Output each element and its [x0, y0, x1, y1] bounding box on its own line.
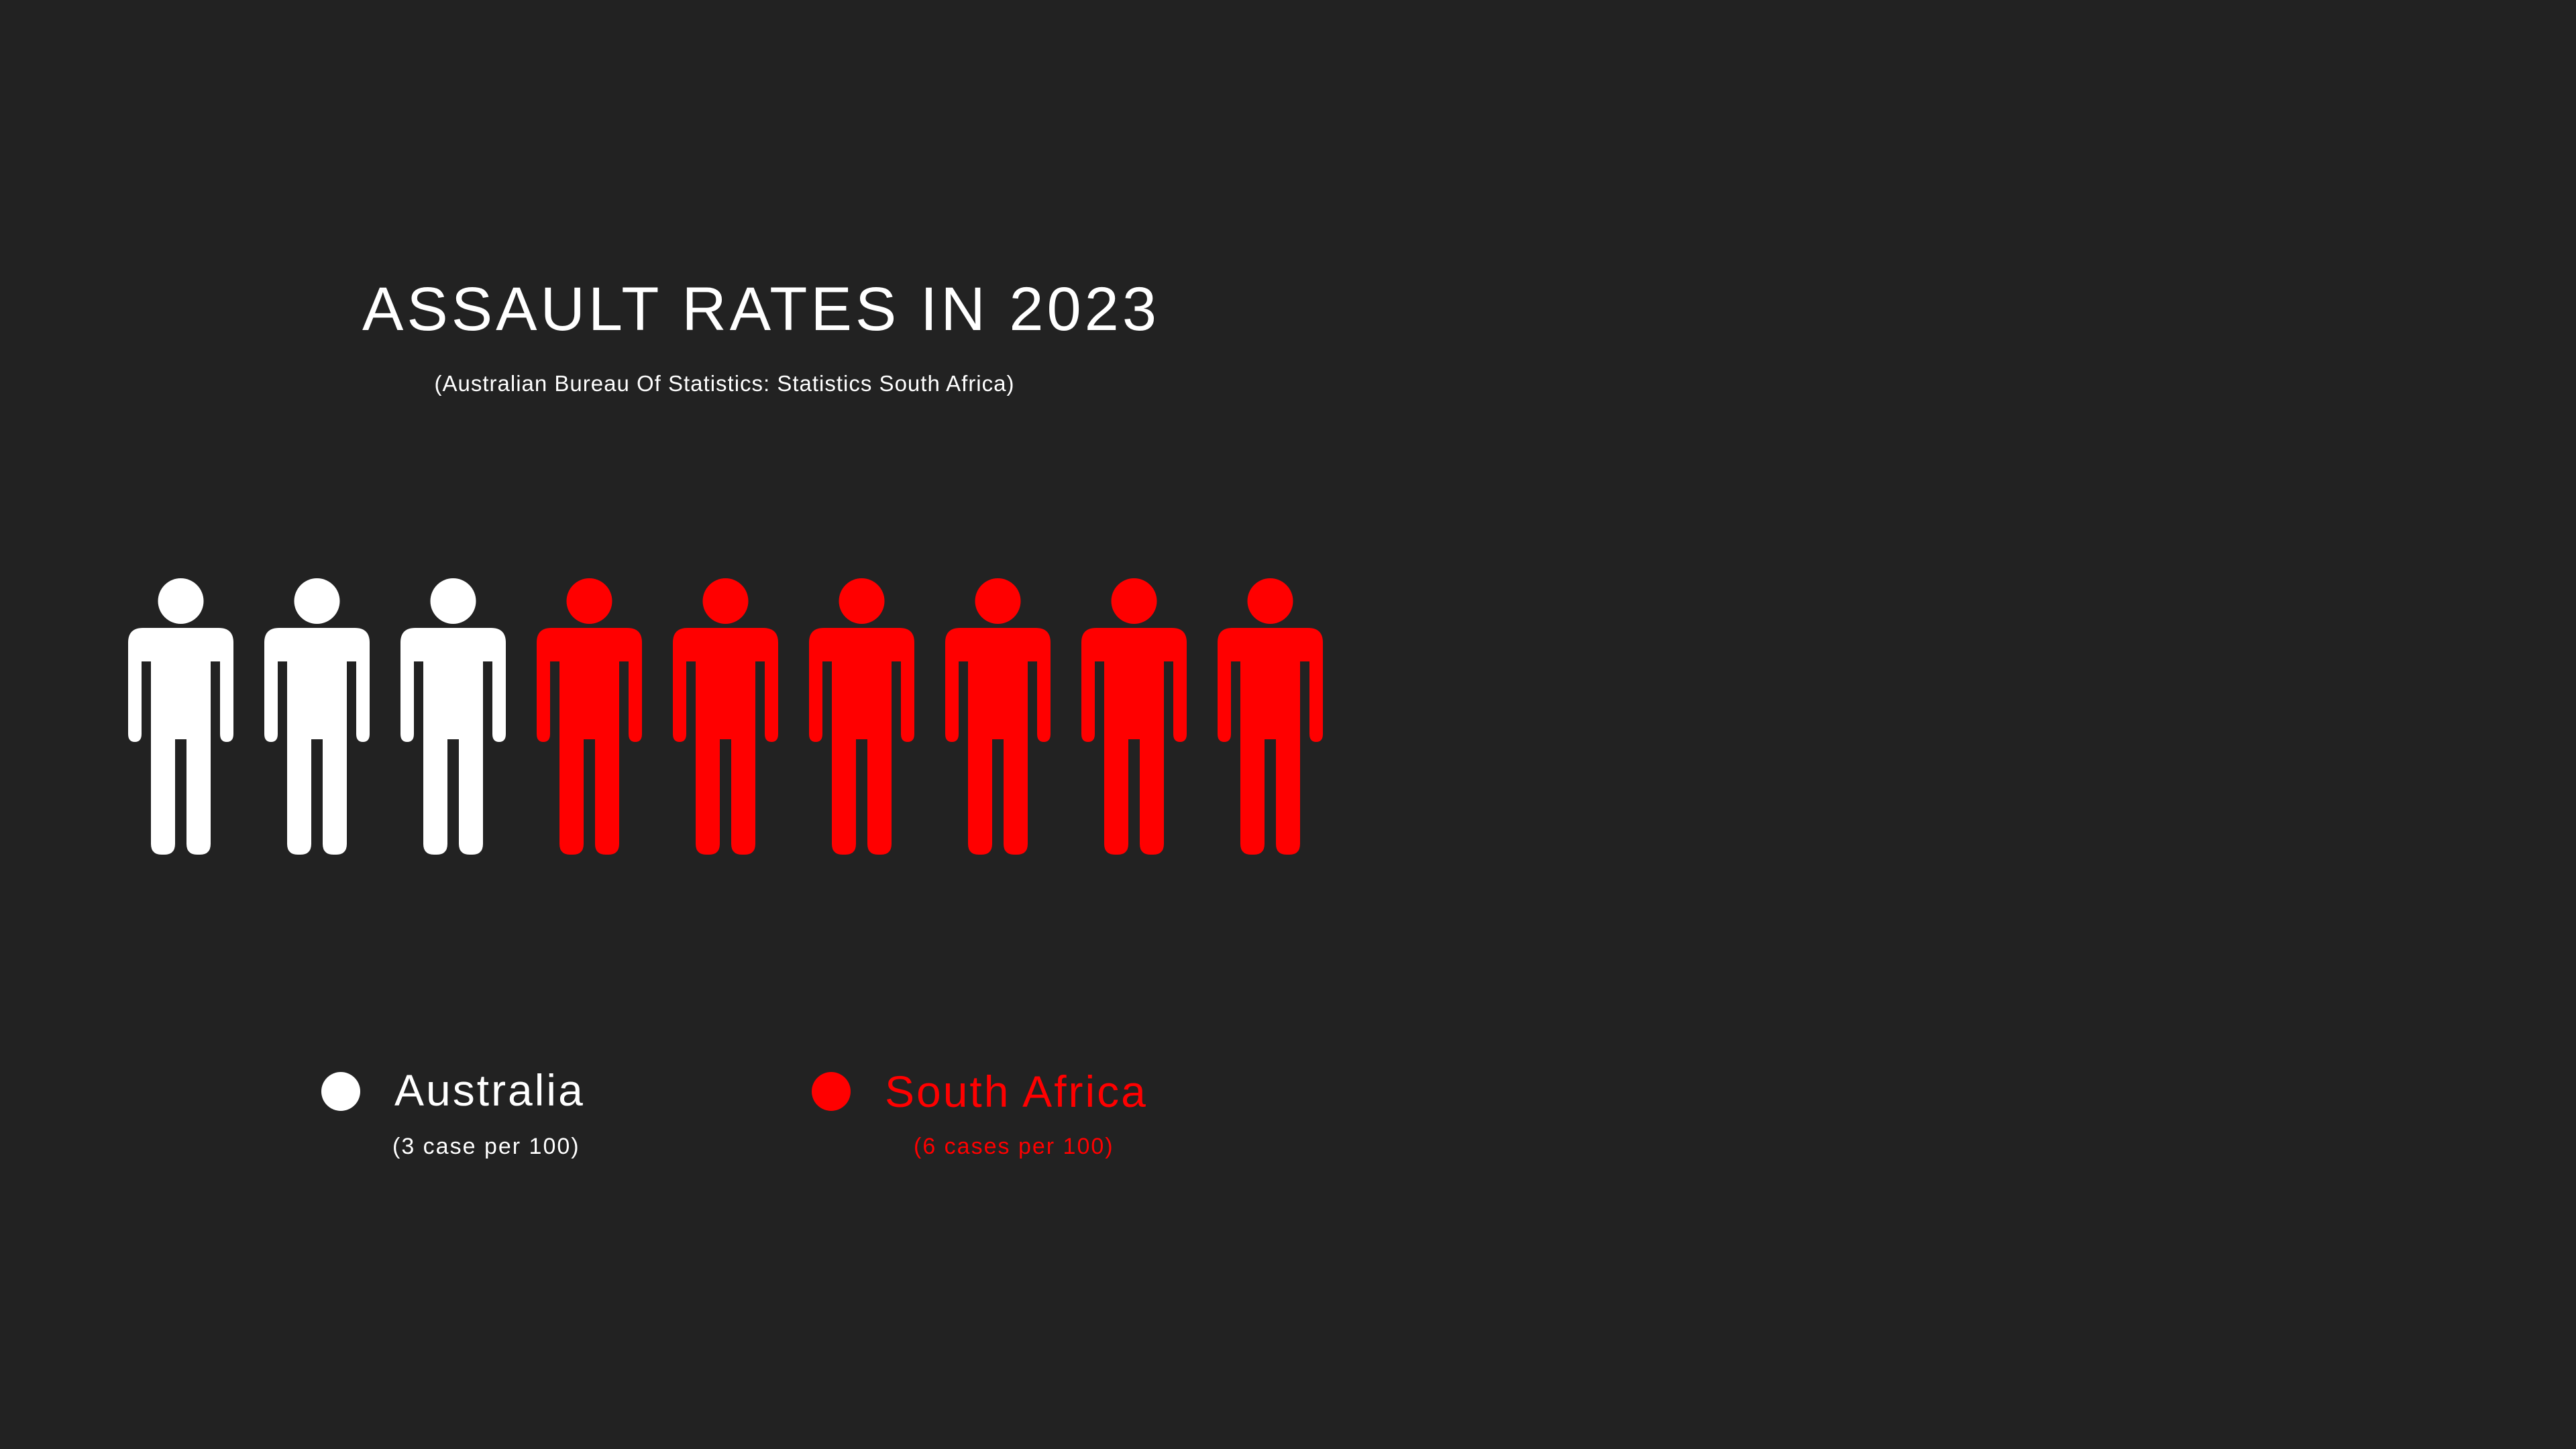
person-body — [809, 628, 914, 855]
person-body — [1218, 628, 1323, 855]
person-body — [673, 628, 778, 855]
person-body — [537, 628, 642, 855]
person-head — [294, 578, 340, 624]
person-icon-south-africa-6 — [1218, 578, 1323, 855]
person-body — [128, 628, 233, 855]
person-icon-australia-3 — [400, 578, 506, 855]
person-body — [264, 628, 370, 855]
person-body — [945, 628, 1051, 855]
legend-note-south-africa: (6 cases per 100) — [914, 1134, 1114, 1159]
legend-swatch-south-africa — [812, 1072, 851, 1111]
chart-subtitle: (Australian Bureau Of Statistics: Statis… — [434, 371, 1015, 396]
person-icon-australia-2 — [264, 578, 370, 855]
person-head — [839, 578, 885, 624]
person-head — [158, 578, 204, 624]
person-icon-south-africa-4 — [945, 578, 1051, 855]
person-icon-australia-1 — [128, 578, 233, 855]
person-body — [400, 628, 506, 855]
person-head — [566, 578, 612, 624]
chart-title: ASSAULT RATES IN 2023 — [362, 275, 1161, 343]
legend-note-australia: (3 case per 100) — [392, 1134, 580, 1159]
legend-swatch-australia — [321, 1072, 360, 1111]
person-icon-south-africa-3 — [809, 578, 914, 855]
person-head — [975, 578, 1021, 624]
person-icon-south-africa-5 — [1081, 578, 1187, 855]
legend-label-australia: Australia — [394, 1065, 585, 1115]
person-head — [430, 578, 476, 624]
person-head — [702, 578, 749, 624]
person-icon-south-africa-1 — [537, 578, 642, 855]
person-icon-south-africa-2 — [673, 578, 778, 855]
legend-label-south-africa: South Africa — [885, 1067, 1148, 1116]
person-body — [1081, 628, 1187, 855]
person-head — [1247, 578, 1293, 624]
person-head — [1111, 578, 1157, 624]
